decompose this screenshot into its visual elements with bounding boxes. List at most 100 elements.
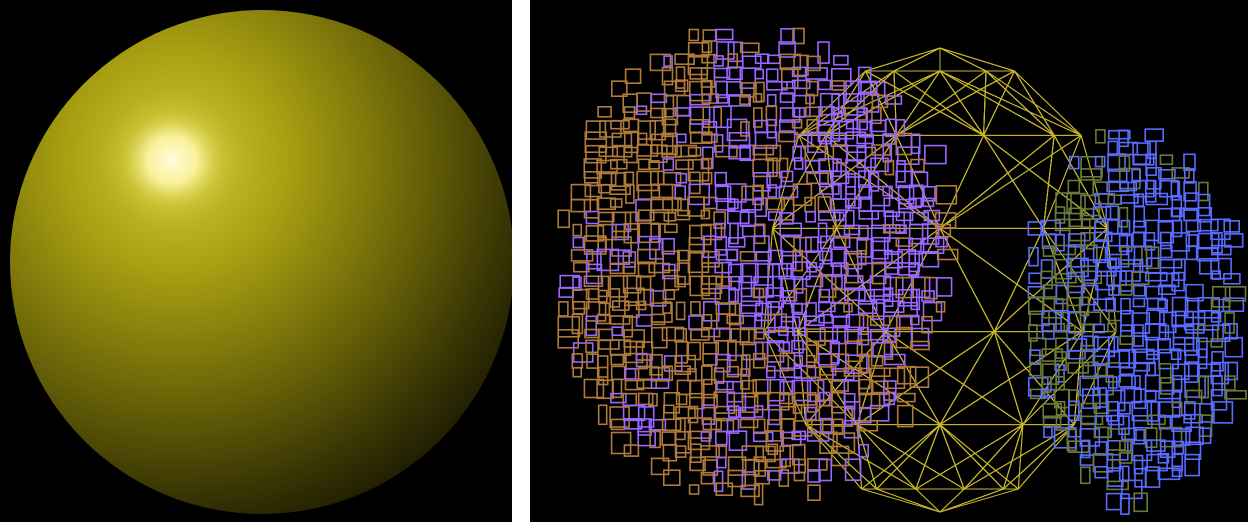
grid-cell: [843, 419, 861, 439]
grid-cell: [651, 326, 668, 349]
grid-cell: [1146, 297, 1167, 310]
geodesic-edge: [939, 70, 1055, 136]
grid-cell: [908, 197, 923, 209]
grid-cell: [713, 470, 724, 493]
grid-cell: [896, 404, 914, 428]
grid-cell: [1040, 270, 1054, 290]
grid-cell: [884, 95, 903, 105]
grid-cell: [793, 157, 804, 170]
grid-cell: [687, 341, 702, 361]
grid-cell: [1146, 350, 1159, 360]
sphere-body: [10, 10, 512, 514]
grid-cell: [1171, 271, 1185, 292]
grid-cell: [1118, 374, 1136, 388]
grid-cell: [843, 250, 863, 270]
grid-cell: [1094, 192, 1116, 205]
grid-cell: [935, 300, 946, 313]
grid-cell: [703, 378, 717, 399]
grid-cell: [858, 184, 871, 200]
grid-cell: [637, 430, 656, 447]
grid-cell: [781, 250, 797, 270]
grid-cell: [650, 378, 670, 390]
grid-cell: [1131, 271, 1150, 286]
grid-cell: [1118, 452, 1133, 464]
geodesic-edge: [939, 331, 1083, 426]
grid-cell: [1055, 233, 1065, 252]
grid-cell: [715, 430, 728, 446]
grid-cell: [701, 365, 713, 386]
grid-cell: [779, 393, 794, 405]
grid-cell: [844, 237, 868, 255]
grid-cell: [726, 365, 740, 378]
grid-cell: [1029, 388, 1046, 400]
grid-cell: [674, 430, 692, 454]
grid-cell: [715, 276, 732, 287]
grid-cell: [883, 353, 906, 366]
geodesic-edge: [896, 70, 1015, 136]
grid-cell: [598, 211, 615, 223]
grid-cell: [895, 170, 914, 189]
geodesic-edge: [876, 488, 941, 513]
grid-cell: [778, 185, 799, 199]
grid-cell: [845, 354, 868, 375]
grid-cell: [701, 40, 713, 54]
grid-cell: [1041, 297, 1064, 319]
grid-cell: [609, 315, 631, 325]
grid-cell: [832, 211, 845, 222]
grid-cell: [1211, 401, 1234, 424]
grid-cell: [778, 131, 798, 143]
grid-cell: [882, 287, 894, 308]
grid-cell: [1172, 428, 1191, 446]
grid-cell: [934, 212, 957, 229]
grid-cell: [700, 445, 720, 458]
grid-cell: [817, 352, 839, 366]
grid-cell: [805, 302, 817, 322]
grid-cell: [700, 327, 721, 338]
grid-cell: [778, 119, 796, 132]
grid-cell: [793, 54, 809, 77]
grid-cell: [1223, 233, 1244, 248]
grid-cell: [1171, 374, 1183, 393]
grid-cell: [702, 352, 718, 366]
grid-cell: [1094, 155, 1106, 168]
grid-cell: [585, 225, 605, 242]
grid-cell: [793, 354, 804, 366]
grid-cell: [661, 145, 682, 158]
grid-cell: [1171, 167, 1191, 179]
grid-cell: [1068, 310, 1086, 334]
grid-cell: [713, 67, 731, 79]
geodesic-edge: [893, 70, 984, 136]
grid-cell: [1133, 205, 1146, 228]
geodesic-edge: [895, 135, 941, 229]
grid-cell: [791, 379, 812, 402]
grid-cell: [1144, 232, 1156, 251]
grid-cell: [767, 443, 779, 456]
grid-cell: [832, 418, 844, 436]
grid-cell: [1120, 246, 1143, 265]
grid-cell: [740, 42, 760, 54]
grid-cell: [856, 146, 877, 169]
geodesic-edge: [876, 424, 941, 490]
grid-cell: [1093, 336, 1116, 358]
grid-cell: [713, 134, 724, 153]
grid-cell: [739, 328, 756, 346]
grid-cell: [1118, 207, 1129, 228]
grid-cell: [611, 144, 633, 158]
grid-cell: [1068, 400, 1080, 422]
grid-cell: [1171, 465, 1183, 478]
grid-cell: [805, 250, 824, 268]
grid-cell: [572, 236, 585, 249]
grid-cell: [623, 261, 636, 275]
grid-cell: [1198, 363, 1221, 378]
grid-cell: [1185, 323, 1205, 334]
grid-cell: [596, 248, 620, 272]
grid-cell: [609, 288, 621, 308]
grid-cell: [1079, 466, 1091, 485]
grid-cell: [739, 211, 757, 227]
grid-cell: [1029, 361, 1042, 377]
grid-cell: [807, 458, 828, 471]
grid-cell: [651, 302, 673, 323]
grid-cell: [609, 406, 630, 428]
grid-cell: [832, 158, 842, 178]
grid-cell: [624, 379, 645, 391]
